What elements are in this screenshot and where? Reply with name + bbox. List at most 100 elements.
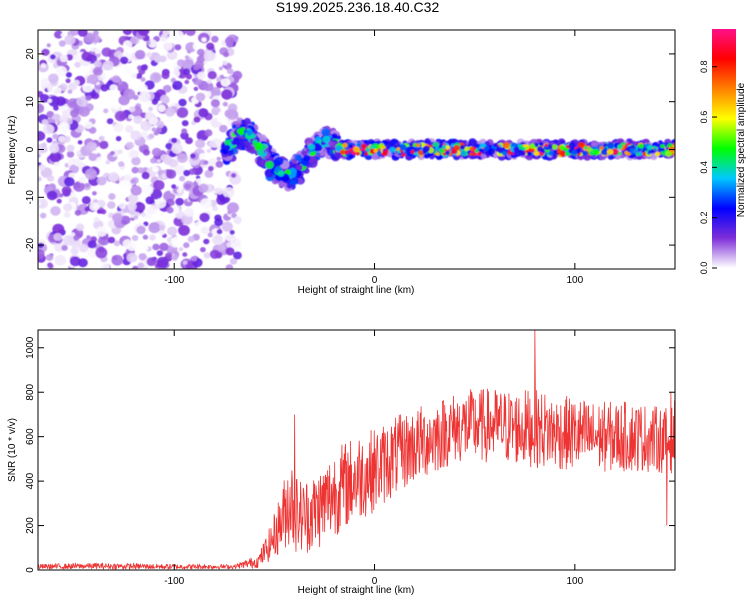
heatmap-cell	[40, 63, 47, 68]
heatmap-cell	[259, 159, 267, 167]
heatmap-cell	[435, 152, 440, 156]
heatmap-cell	[171, 137, 178, 144]
heatmap-cell	[58, 40, 66, 47]
heatmap-cell	[200, 247, 206, 253]
heatmap-cell	[156, 159, 161, 164]
heatmap-cell	[376, 150, 382, 156]
heatmap-cell	[123, 174, 131, 181]
heatmap-cell	[70, 109, 79, 118]
heatmap-cell	[84, 121, 93, 129]
heatmap-cell	[123, 40, 133, 49]
heatmap-cell	[277, 170, 285, 177]
heatmap-cell	[601, 148, 609, 156]
snr-ytick-label: 800	[25, 383, 36, 400]
heatmap-cell	[83, 32, 96, 44]
heatmap-cell	[176, 188, 182, 194]
heatmap-cell	[77, 140, 83, 145]
heatmap-cell	[197, 71, 206, 80]
heatmap-cell	[138, 91, 151, 103]
heatmap-cell	[198, 153, 208, 162]
snr-xtick-label: -100	[164, 576, 184, 587]
heatmap-cell	[206, 148, 212, 153]
snr-frame	[37, 329, 676, 571]
heatmap-cell	[274, 156, 284, 166]
heatmap-cell	[63, 211, 71, 218]
heatmap-cell	[147, 204, 158, 215]
heatmap-cell	[82, 82, 94, 93]
heatmap-cell	[156, 256, 169, 268]
heatmap-cell	[66, 150, 75, 158]
heatmap-cell	[125, 66, 134, 75]
heatmap-cell	[165, 43, 172, 50]
heatmap-cell	[150, 188, 163, 200]
snr-xtick-label: 0	[372, 576, 378, 587]
heatmap-cell	[216, 76, 222, 82]
heatmap-cell	[178, 247, 184, 252]
heatmap-cell	[178, 98, 187, 107]
heatmap-cell	[146, 52, 153, 58]
heatmap-cell	[50, 54, 56, 60]
heatmap-cell	[630, 148, 634, 153]
heatmap-cell	[161, 71, 170, 80]
figure-title: S199.2025.236.18.40.C32	[275, 0, 440, 15]
heatmap-cell	[143, 246, 149, 251]
heatmap-cell	[384, 143, 392, 150]
heatmap-cell	[103, 108, 109, 114]
heatmap-cell	[450, 143, 455, 148]
heatmap-cell	[224, 196, 229, 201]
heatmap-cell	[193, 116, 201, 123]
heatmap-cell	[89, 167, 94, 172]
heatmap-cell	[151, 99, 159, 105]
heatmap-cell	[107, 201, 116, 209]
heatmap-cell	[62, 235, 75, 246]
snr-ytick-label: 600	[25, 428, 36, 445]
heatmap-cell	[134, 49, 146, 60]
heatmap-cell	[131, 235, 139, 241]
heatmap-cell	[165, 142, 173, 150]
heatmap-cell	[233, 216, 242, 225]
heatmap-cell	[410, 146, 414, 150]
heatmap-cell	[553, 150, 558, 153]
heatmap-cell	[215, 160, 224, 168]
heatmap-cell	[70, 30, 80, 36]
heatmap-cell	[606, 148, 614, 155]
heatmap-cell	[40, 212, 47, 219]
heatmap-cell	[171, 143, 183, 154]
heatmap-cell	[176, 107, 189, 118]
heatmap-cell	[131, 166, 139, 174]
heatmap-cell	[174, 44, 182, 51]
heatmap-cell	[90, 47, 95, 52]
heatmap-cell	[196, 221, 203, 227]
heatmap-cell	[441, 149, 445, 153]
heatmap-cell	[125, 141, 135, 150]
heatmap-cell	[133, 215, 139, 220]
colorbar-tick-label: 0.8	[699, 60, 709, 73]
heatmap-cell	[160, 94, 169, 103]
heatmap-cell	[164, 107, 176, 117]
heatmap-cell	[112, 75, 121, 83]
heatmap-cell	[100, 262, 110, 269]
heatmap-cell	[611, 148, 619, 156]
heatmap-cell	[96, 209, 102, 214]
heatmap-cell	[320, 151, 325, 157]
heatmap-cell	[130, 185, 142, 196]
heatmap-cell	[38, 131, 46, 141]
heatmap-cell	[142, 149, 150, 156]
heatmap-cell	[167, 116, 174, 122]
heatmap-cell	[577, 141, 585, 149]
heatmap-cell	[303, 154, 311, 162]
heatmap-cell	[655, 151, 661, 157]
heatmap-cell	[52, 223, 65, 235]
heatmap-cell	[48, 95, 61, 107]
heatmap-cell	[113, 122, 124, 133]
heatmap-cell	[131, 72, 137, 78]
spectrogram-ytick-label: -20	[25, 237, 36, 252]
heatmap-cell	[307, 143, 316, 151]
heatmap-cell	[638, 143, 644, 149]
heatmap-cell	[233, 251, 242, 260]
heatmap-cell	[61, 245, 68, 251]
heatmap-cell	[603, 143, 608, 148]
